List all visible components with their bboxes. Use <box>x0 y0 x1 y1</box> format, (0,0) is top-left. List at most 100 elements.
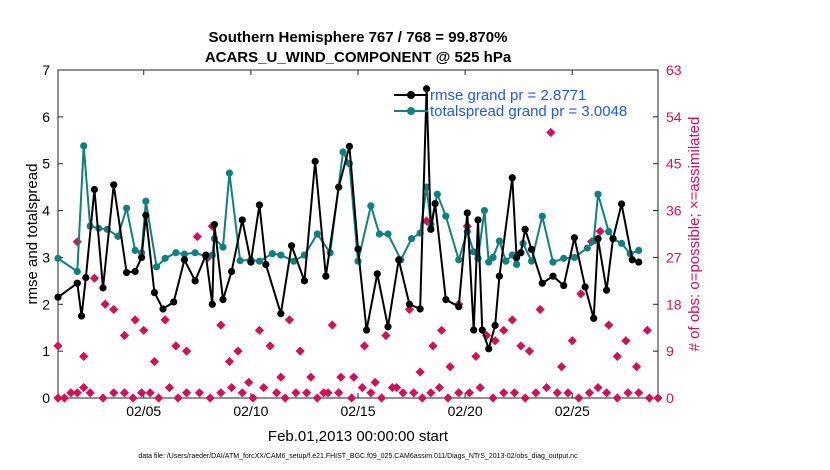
assimilated-obs-marker <box>387 382 397 393</box>
possible-obs-marker <box>53 341 63 351</box>
legend-spread-marker <box>407 107 415 115</box>
rmse-point <box>54 293 62 301</box>
totalspread-point <box>208 251 216 259</box>
possible-obs-marker <box>224 356 235 367</box>
assimilated-obs-marker <box>574 393 584 403</box>
assimilated-obs-marker <box>563 388 573 398</box>
possible-obs-marker <box>567 336 577 346</box>
assimilated-obs-marker <box>376 393 387 403</box>
totalspread-point <box>384 230 392 238</box>
assimilated-obs-marker <box>454 388 464 398</box>
rmse-point <box>122 268 131 277</box>
rmse-point <box>210 221 219 229</box>
possible-obs-marker <box>370 377 380 387</box>
assimilated-obs-marker <box>248 393 258 403</box>
assimilated-obs-marker <box>357 382 367 393</box>
assimilated-obs-marker <box>226 382 237 393</box>
assimilated-obs-marker <box>173 393 183 403</box>
assimilated-obs-marker <box>443 393 453 403</box>
assimilated-obs-marker <box>541 382 552 393</box>
assimilated-obs-marker <box>237 388 247 398</box>
possible-obs-marker <box>556 362 567 372</box>
possible-obs-marker <box>535 304 545 315</box>
possible-obs-marker <box>216 320 226 330</box>
assimilated-obs-marker <box>85 388 95 398</box>
legend: rmse grand pr = 2.8771 totalspread grand… <box>394 87 627 120</box>
assimilated-obs-marker <box>488 393 498 403</box>
possible-obs-marker <box>524 346 535 356</box>
rmse-point <box>77 312 86 320</box>
rmse-point <box>73 279 81 287</box>
rmse-point <box>159 305 167 313</box>
rmse-point <box>90 185 99 194</box>
totalspread-point <box>339 148 347 156</box>
rmse-point <box>508 174 516 182</box>
rmse-point <box>609 235 617 243</box>
rmse-point <box>442 296 450 304</box>
assimilated-obs-marker <box>475 382 485 393</box>
possible-obs-marker <box>445 362 455 372</box>
totalspread-point <box>225 169 234 177</box>
assimilated-obs-marker <box>59 393 70 403</box>
possible-obs-marker <box>359 341 370 351</box>
rmse-point <box>491 321 499 329</box>
y-right-tick-label: 63 <box>666 62 682 78</box>
possible-obs-marker <box>516 341 526 351</box>
totalspread-point <box>161 254 169 262</box>
x-tick-label: 02/25 <box>555 403 590 419</box>
rmse-point <box>311 157 319 165</box>
possible-obs-marker <box>349 372 359 382</box>
chart-subtitle: ACARS_U_WIND_COMPONENT @ 525 hPa <box>205 49 512 66</box>
legend-rmse-label: rmse grand pr = 2.8771 <box>430 87 586 104</box>
totalspread-point <box>605 228 613 236</box>
assimilated-obs-marker <box>301 388 312 398</box>
possible-obs-marker <box>306 372 316 382</box>
rmse-point <box>427 225 435 233</box>
y-axis-right: 0 9 18 27 36 45 54 63 <box>653 62 682 406</box>
possible-obs-marker <box>436 325 447 335</box>
rmse-point <box>455 303 463 311</box>
rmse-point <box>431 199 439 208</box>
possible-obs-marker <box>276 372 286 382</box>
totalspread-point <box>433 190 441 198</box>
rmse-series <box>54 85 643 353</box>
possible-obs-marker <box>576 289 586 299</box>
possible-obs-marker <box>295 346 305 356</box>
rmse-point <box>322 272 330 280</box>
assimilated-obs-marker <box>164 382 175 393</box>
assimilated-obs-marker <box>653 393 663 403</box>
possible-obs-marker <box>149 356 160 367</box>
rmse-point <box>617 200 626 208</box>
possible-obs-marker <box>471 351 481 361</box>
rmse-point <box>300 277 309 285</box>
possible-obs-marker <box>130 315 140 325</box>
rmse-point <box>110 181 118 189</box>
rmse-point <box>594 235 602 243</box>
assimilated-obs-marker <box>366 388 376 398</box>
totalspread-point <box>470 248 478 256</box>
assimilated-obs-marker <box>154 393 164 403</box>
rmse-point <box>82 273 90 282</box>
possible-obs-marker <box>109 304 119 315</box>
possible-obs-marker <box>119 330 130 341</box>
rmse-point <box>416 305 424 313</box>
totalspread-point <box>485 258 493 266</box>
totalspread-point <box>512 260 521 269</box>
totalspread-point <box>407 235 416 243</box>
assimilated-obs-marker <box>259 382 269 393</box>
possible-obs-marker <box>160 315 170 325</box>
possible-obs-marker <box>181 346 192 356</box>
totalspread-point <box>142 197 150 205</box>
assimilated-obs-marker <box>593 382 603 393</box>
assimilated-obs-marker <box>98 393 108 403</box>
rmse-point <box>549 272 557 280</box>
y-tick-label: 1 <box>42 343 50 359</box>
totalspread-point <box>122 204 131 212</box>
x-tick-label: 02/05 <box>126 403 161 419</box>
assimilated-obs-series <box>53 382 663 403</box>
totalspread-point <box>594 190 602 198</box>
y-tick-label: 4 <box>42 203 50 219</box>
rmse-point <box>238 216 246 224</box>
assimilated-obs-marker <box>409 388 419 398</box>
assimilated-obs-marker <box>434 382 445 393</box>
